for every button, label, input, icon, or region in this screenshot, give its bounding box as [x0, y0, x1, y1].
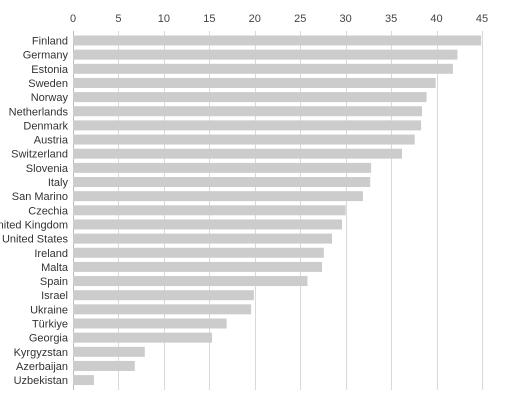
category-label: Uzbekistan [14, 375, 68, 387]
category-label: Malta [41, 262, 69, 274]
x-tick-label: 10 [158, 13, 170, 25]
category-label: Azerbaijan [16, 361, 68, 373]
bar [73, 134, 415, 145]
category-label: Estonia [31, 64, 69, 76]
bar [73, 247, 324, 258]
category-label: Sweden [28, 78, 68, 90]
bar [73, 261, 323, 272]
bar [73, 219, 343, 230]
category-label: San Marino [12, 191, 68, 203]
bar [73, 77, 436, 88]
category-label: Spain [40, 276, 68, 288]
category-label: Italy [48, 177, 69, 189]
bar [73, 120, 422, 131]
bars [73, 35, 482, 386]
category-label: Netherlands [9, 106, 69, 118]
bar [73, 318, 227, 329]
bar [73, 49, 458, 60]
bar [73, 304, 252, 315]
category-label: Finland [32, 36, 68, 48]
bar [73, 63, 453, 74]
x-tick-label: 30 [340, 13, 352, 25]
bar [73, 290, 254, 301]
category-labels: Finland Germany Estonia Sweden Norway Netherl… [0, 36, 69, 388]
category-label: Germany [23, 50, 69, 62]
category-label: Norway [31, 92, 69, 104]
x-tick-label: 45 [476, 13, 488, 25]
category-label: Israel [41, 290, 68, 302]
x-tick-label: 20 [249, 13, 261, 25]
bar [73, 332, 213, 343]
x-tick-label: 15 [203, 13, 215, 25]
x-tick-label: 25 [294, 13, 306, 25]
bar [73, 177, 371, 187]
category-label: Czechia [28, 205, 69, 217]
x-axis-ticks: 0 5 10 15 20 25 30 35 40 45 [70, 13, 488, 25]
category-label: Kyrgyzstan [14, 347, 68, 359]
x-tick-label: 35 [385, 13, 397, 25]
bar [73, 233, 333, 244]
category-label: Ireland [34, 248, 68, 260]
x-tick-label: 0 [70, 13, 76, 25]
category-label: Denmark [23, 120, 68, 132]
bar [73, 360, 135, 371]
category-label: Türkiye [32, 319, 68, 331]
category-label: Austria [34, 135, 69, 147]
category-label: Switzerland [11, 149, 68, 161]
category-label: Ukraine [30, 304, 68, 316]
bar [73, 92, 427, 103]
bar [73, 162, 372, 173]
bar [73, 375, 94, 386]
bar [73, 106, 423, 117]
x-tick-label: 40 [430, 13, 442, 25]
bar [73, 191, 363, 202]
bar [73, 35, 482, 46]
category-label: United States [2, 234, 69, 246]
x-tick-label: 5 [115, 13, 121, 25]
category-label: Slovenia [26, 163, 69, 175]
bar [73, 276, 308, 287]
bar [73, 205, 346, 216]
category-label: Georgia [29, 333, 69, 345]
bar [73, 148, 403, 159]
category-label: United Kingdom [0, 219, 68, 231]
bar [73, 346, 145, 357]
